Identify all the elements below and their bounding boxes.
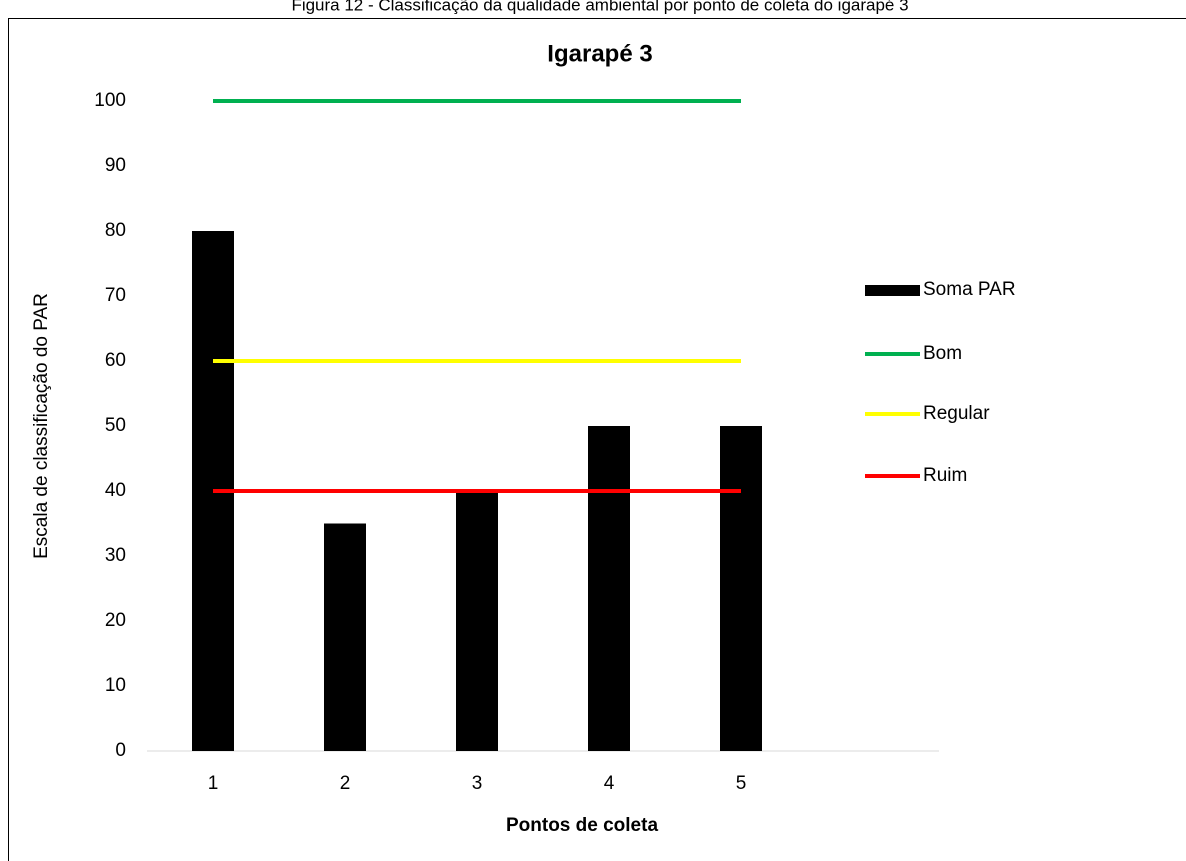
x-tick-label: 1 <box>208 773 219 794</box>
y-tick-label: 40 <box>105 480 126 501</box>
bar <box>720 426 762 751</box>
x-axis-label: Pontos de coleta <box>506 815 658 836</box>
legend-label: Regular <box>923 403 990 424</box>
y-tick-label: 80 <box>105 220 126 241</box>
y-tick-label: 90 <box>105 155 126 176</box>
x-tick-label: 3 <box>472 773 483 794</box>
y-tick-label: 60 <box>105 350 126 371</box>
y-axis-label: Escala de classificação do PAR <box>31 293 52 559</box>
legend-swatch <box>865 285 920 296</box>
legend-label: Ruim <box>923 465 967 486</box>
bar <box>324 523 366 751</box>
caption: Figura 12 - Classificação da qualidade a… <box>291 0 908 14</box>
x-tick-label: 2 <box>340 773 351 794</box>
y-tick-label: 20 <box>105 610 126 631</box>
legend-label: Soma PAR <box>923 279 1016 300</box>
y-tick-label: 100 <box>94 90 126 111</box>
bar <box>456 491 498 751</box>
chart-title: Igarapé 3 <box>547 40 652 67</box>
y-tick-label: 0 <box>115 740 126 761</box>
x-tick-label: 5 <box>736 773 747 794</box>
y-tick-label: 30 <box>105 545 126 566</box>
legend-label: Bom <box>923 343 962 364</box>
y-tick-label: 10 <box>105 675 126 696</box>
y-tick-label: 50 <box>105 415 126 436</box>
y-tick-label: 70 <box>105 285 126 306</box>
bar <box>588 426 630 751</box>
x-tick-label: 4 <box>604 773 615 794</box>
